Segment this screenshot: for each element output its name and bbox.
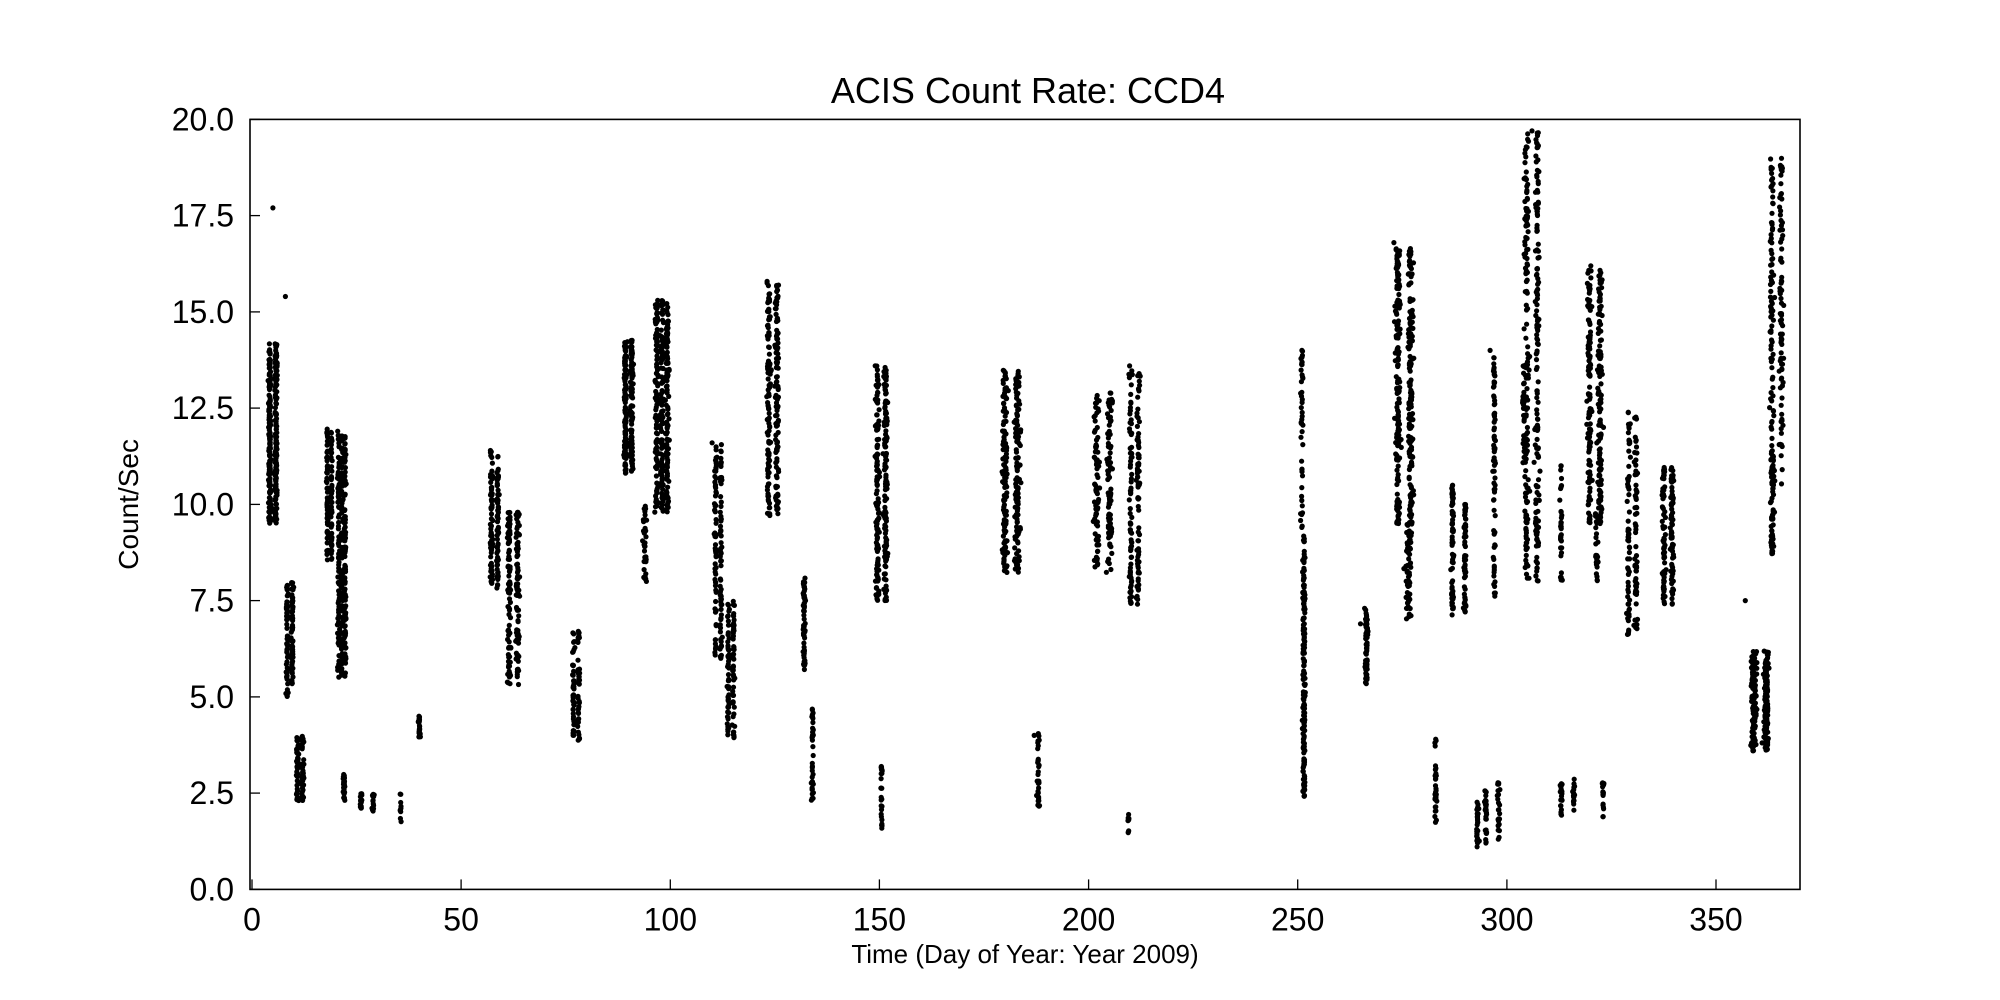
svg-text:0.0: 0.0 <box>190 871 234 907</box>
svg-text:200: 200 <box>1062 901 1115 937</box>
svg-text:350: 350 <box>1689 901 1742 937</box>
svg-text:150: 150 <box>853 901 906 937</box>
svg-text:Count/Sec: Count/Sec <box>113 439 144 570</box>
svg-text:15.0: 15.0 <box>172 294 234 330</box>
svg-text:2.5: 2.5 <box>190 775 234 811</box>
svg-text:20.0: 20.0 <box>172 101 234 137</box>
svg-text:12.5: 12.5 <box>172 390 234 426</box>
svg-text:250: 250 <box>1271 901 1324 937</box>
svg-text:7.5: 7.5 <box>190 583 234 619</box>
svg-text:17.5: 17.5 <box>172 198 234 234</box>
svg-text:5.0: 5.0 <box>190 679 234 715</box>
svg-text:300: 300 <box>1480 901 1533 937</box>
svg-text:0: 0 <box>243 901 261 937</box>
svg-text:10.0: 10.0 <box>172 486 234 522</box>
svg-text:100: 100 <box>644 901 697 937</box>
svg-text:Time (Day of Year: Year 2009): Time (Day of Year: Year 2009) <box>851 939 1198 969</box>
svg-text:ACIS Count Rate: CCD4: ACIS Count Rate: CCD4 <box>831 70 1225 111</box>
svg-text:50: 50 <box>443 901 479 937</box>
